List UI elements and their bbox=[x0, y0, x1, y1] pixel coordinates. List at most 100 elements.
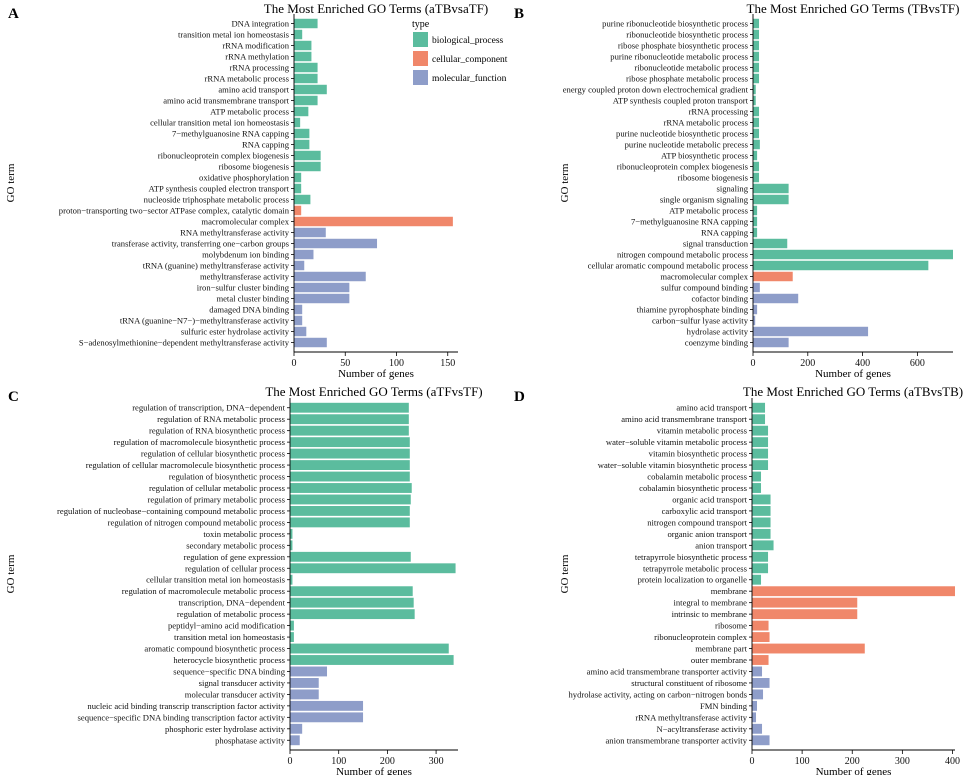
category-label: transferase activity, transferring one−c… bbox=[112, 239, 290, 249]
category-label: ribose phosphate biosynthetic process bbox=[618, 41, 749, 51]
category-label: rRNA metabolic process bbox=[664, 118, 749, 128]
y-axis-label: GO term bbox=[5, 554, 17, 593]
x-tick-label: 400 bbox=[855, 358, 870, 369]
category-label: membrane part bbox=[695, 644, 747, 654]
category-label: 7−methylguanosine RNA capping bbox=[631, 217, 749, 227]
x-tick-label: 100 bbox=[389, 358, 404, 369]
category-label: regulation of cellular process bbox=[185, 563, 286, 573]
bar bbox=[290, 632, 294, 642]
x-tick-label: 0 bbox=[288, 756, 293, 767]
y-axis-label: GO term bbox=[5, 163, 17, 202]
bar bbox=[753, 62, 760, 73]
bar bbox=[753, 326, 869, 337]
y-axis-label: GO term bbox=[559, 554, 571, 593]
bar bbox=[294, 73, 318, 84]
category-label: heterocycle biosynthetic process bbox=[173, 655, 285, 665]
category-label: N−acyltransferase activity bbox=[656, 724, 747, 734]
category-label: tRNA (guanine−N7−)−methyltransferase act… bbox=[120, 316, 290, 326]
bar bbox=[294, 227, 326, 238]
bar bbox=[290, 586, 413, 597]
category-label: regulation of gene expression bbox=[184, 552, 286, 562]
bar bbox=[290, 678, 319, 688]
bar bbox=[752, 402, 766, 413]
legend-swatch bbox=[413, 32, 428, 47]
category-label: ATP biosynthetic process bbox=[661, 151, 749, 161]
category-label: regulation of RNA biosynthetic process bbox=[149, 426, 286, 436]
category-label: carboxylic acid transport bbox=[662, 506, 748, 516]
category-label: membrane bbox=[711, 586, 747, 596]
category-label: hydrolase activity, acting on carbon−nit… bbox=[568, 689, 747, 699]
category-label: macromolecular complex bbox=[660, 272, 748, 282]
category-label: single organism signaling bbox=[660, 195, 749, 205]
panel-letter: C bbox=[8, 389, 19, 405]
bar bbox=[752, 563, 769, 574]
category-label: cobalamin metabolic process bbox=[647, 472, 747, 482]
category-label: nucleoside triphosphate metabolic proces… bbox=[144, 195, 290, 205]
bar bbox=[752, 678, 770, 688]
category-label: ATP metabolic process bbox=[669, 206, 749, 216]
category-label: molybdenum ion binding bbox=[202, 250, 290, 260]
category-label: ATP metabolic process bbox=[210, 107, 290, 117]
bar bbox=[752, 471, 762, 482]
category-label: organic anion transport bbox=[667, 529, 747, 539]
category-label: structural constituent of ribosome bbox=[631, 678, 747, 688]
bar bbox=[752, 551, 769, 562]
bar bbox=[290, 448, 410, 459]
x-tick-label: 0 bbox=[751, 358, 756, 369]
bar bbox=[294, 315, 303, 326]
category-label: peptidyl−amino acid modification bbox=[168, 621, 286, 631]
bar bbox=[753, 128, 760, 139]
category-label: tRNA (guanine) methyltransferase activit… bbox=[143, 261, 290, 271]
category-label: sulfuric ester hydrolase activity bbox=[181, 327, 290, 337]
bar bbox=[753, 227, 758, 238]
bar bbox=[752, 425, 769, 436]
category-label: RNA methyltransferase activity bbox=[180, 228, 290, 238]
category-label: ribonucleoprotein complex biogenesis bbox=[158, 151, 290, 161]
category-label: vitamin biosynthetic process bbox=[649, 449, 748, 459]
bar bbox=[752, 528, 771, 539]
chart-title: The Most Enriched GO Terms (aTFvsTF) bbox=[265, 384, 482, 399]
category-label: damaged DNA binding bbox=[209, 305, 289, 315]
category-label: nucleic acid binding transcrip transcrip… bbox=[87, 701, 285, 711]
category-label: energy coupled proton down electrochemic… bbox=[563, 85, 749, 95]
bar bbox=[294, 194, 311, 205]
category-label: amino acid transmembrane transporter act… bbox=[587, 666, 748, 676]
x-axis-label: Number of genes bbox=[336, 766, 412, 775]
bar bbox=[753, 205, 758, 216]
x-tick-label: 400 bbox=[945, 756, 960, 767]
category-label: coenzyme binding bbox=[685, 338, 749, 348]
x-tick-label: 200 bbox=[800, 358, 815, 369]
legend-swatch bbox=[413, 51, 428, 66]
category-label: hydrolase activity bbox=[687, 327, 749, 337]
bar bbox=[753, 95, 756, 106]
bar bbox=[753, 73, 760, 84]
category-label: ribosome biogenesis bbox=[219, 162, 290, 172]
category-label: nitrogen compound metabolic process bbox=[617, 250, 749, 260]
panel-b: B The Most Enriched GO Terms (TBvsTF) puri… bbox=[514, 1, 959, 380]
bar bbox=[753, 161, 760, 172]
bar bbox=[753, 18, 760, 29]
bar bbox=[753, 282, 760, 293]
legend-label: cellular_component bbox=[432, 55, 508, 65]
category-label: transition metal ion homeostasis bbox=[178, 30, 290, 40]
category-label: regulation of RNA metabolic process bbox=[157, 414, 286, 424]
bar bbox=[752, 632, 770, 642]
category-label: rRNA processing bbox=[230, 63, 290, 73]
category-label: S−adenosylmethionine−dependent methyltra… bbox=[79, 338, 290, 348]
x-tick-label: 100 bbox=[795, 756, 810, 767]
category-label: toxin metabolic process bbox=[203, 529, 285, 539]
bar bbox=[294, 183, 302, 194]
category-label: regulation of metabolic process bbox=[177, 609, 286, 619]
bar bbox=[290, 712, 364, 723]
x-axis-label: Number of genes bbox=[338, 368, 414, 380]
category-label: tetrapyrrole metabolic process bbox=[643, 563, 748, 573]
bar bbox=[290, 414, 409, 425]
bar bbox=[752, 437, 769, 448]
legend-label: biological_process bbox=[432, 36, 504, 46]
category-label: water−soluble vitamin biosynthetic proce… bbox=[598, 460, 748, 470]
bar bbox=[290, 460, 410, 470]
x-axis-label: Number of genes bbox=[816, 766, 892, 775]
category-label: cellular transition metal ion homeostasi… bbox=[146, 575, 286, 585]
bar bbox=[752, 620, 769, 631]
category-label: regulation of cellular macromolecule bio… bbox=[86, 460, 286, 470]
